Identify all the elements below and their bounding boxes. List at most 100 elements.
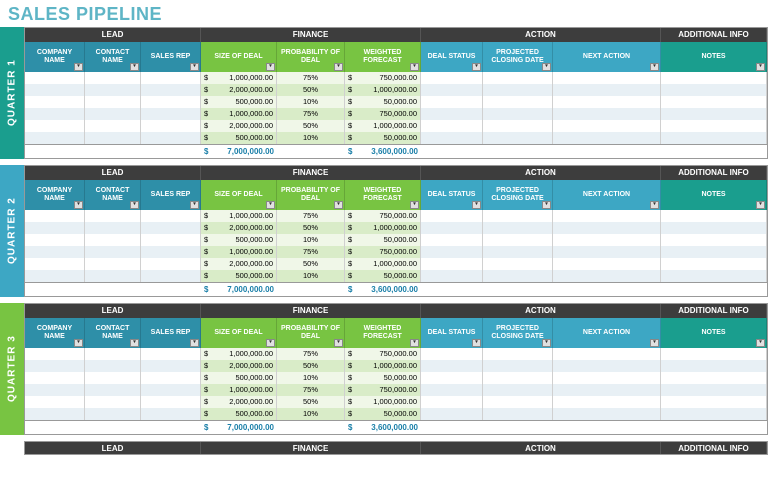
cell-status[interactable] — [421, 246, 483, 258]
cell-status[interactable] — [421, 408, 483, 420]
cell-size[interactable]: $1,000,000.00 — [201, 210, 277, 222]
cell-status[interactable] — [421, 96, 483, 108]
cell-contact[interactable] — [85, 132, 141, 144]
filter-dropdown-icon[interactable]: ▾ — [74, 201, 83, 209]
cell-close[interactable] — [483, 258, 553, 270]
cell-next[interactable] — [553, 108, 661, 120]
filter-dropdown-icon[interactable]: ▾ — [542, 63, 551, 71]
cell-fcst[interactable]: $1,000,000.00 — [345, 120, 421, 132]
cell-size[interactable]: $2,000,000.00 — [201, 120, 277, 132]
cell-fcst[interactable]: $750,000.00 — [345, 72, 421, 84]
cell-notes[interactable] — [661, 210, 767, 222]
cell-close[interactable] — [483, 270, 553, 282]
cell-next[interactable] — [553, 96, 661, 108]
column-header[interactable]: PROJECTED CLOSING DATE▾ — [483, 180, 553, 210]
cell-contact[interactable] — [85, 234, 141, 246]
cell-fcst[interactable]: $750,000.00 — [345, 108, 421, 120]
cell-close[interactable] — [483, 108, 553, 120]
cell-contact[interactable] — [85, 396, 141, 408]
cell-contact[interactable] — [85, 72, 141, 84]
cell-close[interactable] — [483, 360, 553, 372]
column-header[interactable]: SIZE OF DEAL▾ — [201, 42, 277, 72]
filter-dropdown-icon[interactable]: ▾ — [410, 339, 419, 347]
column-header[interactable]: NEXT ACTION▾ — [553, 180, 661, 210]
cell-size[interactable]: $1,000,000.00 — [201, 348, 277, 360]
filter-dropdown-icon[interactable]: ▾ — [190, 339, 199, 347]
column-header[interactable]: NOTES▾ — [661, 318, 767, 348]
cell-next[interactable] — [553, 270, 661, 282]
cell-status[interactable] — [421, 360, 483, 372]
cell-rep[interactable] — [141, 96, 201, 108]
column-header[interactable]: NEXT ACTION▾ — [553, 318, 661, 348]
filter-dropdown-icon[interactable]: ▾ — [410, 201, 419, 209]
cell-rep[interactable] — [141, 348, 201, 360]
column-header[interactable]: PROBABILITY OF DEAL▾ — [277, 318, 345, 348]
column-header[interactable]: COMPANY NAME▾ — [25, 318, 85, 348]
cell-size[interactable]: $500,000.00 — [201, 132, 277, 144]
column-header[interactable]: NOTES▾ — [661, 180, 767, 210]
column-header[interactable]: PROJECTED CLOSING DATE▾ — [483, 42, 553, 72]
cell-company[interactable] — [25, 234, 85, 246]
cell-next[interactable] — [553, 132, 661, 144]
cell-notes[interactable] — [661, 132, 767, 144]
filter-dropdown-icon[interactable]: ▾ — [650, 63, 659, 71]
cell-prob[interactable]: 50% — [277, 360, 345, 372]
cell-next[interactable] — [553, 348, 661, 360]
cell-contact[interactable] — [85, 360, 141, 372]
cell-contact[interactable] — [85, 348, 141, 360]
cell-rep[interactable] — [141, 72, 201, 84]
cell-status[interactable] — [421, 84, 483, 96]
column-header[interactable]: PROBABILITY OF DEAL▾ — [277, 42, 345, 72]
cell-rep[interactable] — [141, 132, 201, 144]
cell-company[interactable] — [25, 348, 85, 360]
filter-dropdown-icon[interactable]: ▾ — [650, 339, 659, 347]
cell-company[interactable] — [25, 108, 85, 120]
cell-rep[interactable] — [141, 270, 201, 282]
filter-dropdown-icon[interactable]: ▾ — [334, 63, 343, 71]
cell-prob[interactable]: 10% — [277, 408, 345, 420]
cell-status[interactable] — [421, 72, 483, 84]
cell-fcst[interactable]: $50,000.00 — [345, 270, 421, 282]
cell-close[interactable] — [483, 372, 553, 384]
column-header[interactable]: NOTES▾ — [661, 42, 767, 72]
filter-dropdown-icon[interactable]: ▾ — [74, 63, 83, 71]
filter-dropdown-icon[interactable]: ▾ — [756, 63, 765, 71]
cell-fcst[interactable]: $50,000.00 — [345, 234, 421, 246]
filter-dropdown-icon[interactable]: ▾ — [266, 339, 275, 347]
cell-next[interactable] — [553, 222, 661, 234]
filter-dropdown-icon[interactable]: ▾ — [756, 201, 765, 209]
cell-size[interactable]: $1,000,000.00 — [201, 108, 277, 120]
cell-prob[interactable]: 50% — [277, 396, 345, 408]
cell-contact[interactable] — [85, 222, 141, 234]
cell-fcst[interactable]: $1,000,000.00 — [345, 84, 421, 96]
cell-contact[interactable] — [85, 246, 141, 258]
filter-dropdown-icon[interactable]: ▾ — [472, 201, 481, 209]
cell-size[interactable]: $1,000,000.00 — [201, 72, 277, 84]
filter-dropdown-icon[interactable]: ▾ — [472, 63, 481, 71]
cell-contact[interactable] — [85, 372, 141, 384]
cell-size[interactable]: $500,000.00 — [201, 270, 277, 282]
cell-close[interactable] — [483, 396, 553, 408]
cell-prob[interactable]: 10% — [277, 234, 345, 246]
cell-contact[interactable] — [85, 408, 141, 420]
cell-status[interactable] — [421, 234, 483, 246]
cell-fcst[interactable]: $1,000,000.00 — [345, 360, 421, 372]
filter-dropdown-icon[interactable]: ▾ — [334, 339, 343, 347]
cell-fcst[interactable]: $50,000.00 — [345, 408, 421, 420]
cell-size[interactable]: $2,000,000.00 — [201, 84, 277, 96]
cell-next[interactable] — [553, 72, 661, 84]
cell-rep[interactable] — [141, 84, 201, 96]
cell-fcst[interactable]: $750,000.00 — [345, 210, 421, 222]
filter-dropdown-icon[interactable]: ▾ — [266, 63, 275, 71]
column-header[interactable]: SALES REP▾ — [141, 180, 201, 210]
cell-fcst[interactable]: $750,000.00 — [345, 246, 421, 258]
cell-fcst[interactable]: $1,000,000.00 — [345, 222, 421, 234]
filter-dropdown-icon[interactable]: ▾ — [130, 339, 139, 347]
cell-contact[interactable] — [85, 96, 141, 108]
cell-prob[interactable]: 10% — [277, 132, 345, 144]
cell-company[interactable] — [25, 408, 85, 420]
cell-fcst[interactable]: $750,000.00 — [345, 348, 421, 360]
cell-notes[interactable] — [661, 246, 767, 258]
cell-notes[interactable] — [661, 348, 767, 360]
cell-notes[interactable] — [661, 384, 767, 396]
